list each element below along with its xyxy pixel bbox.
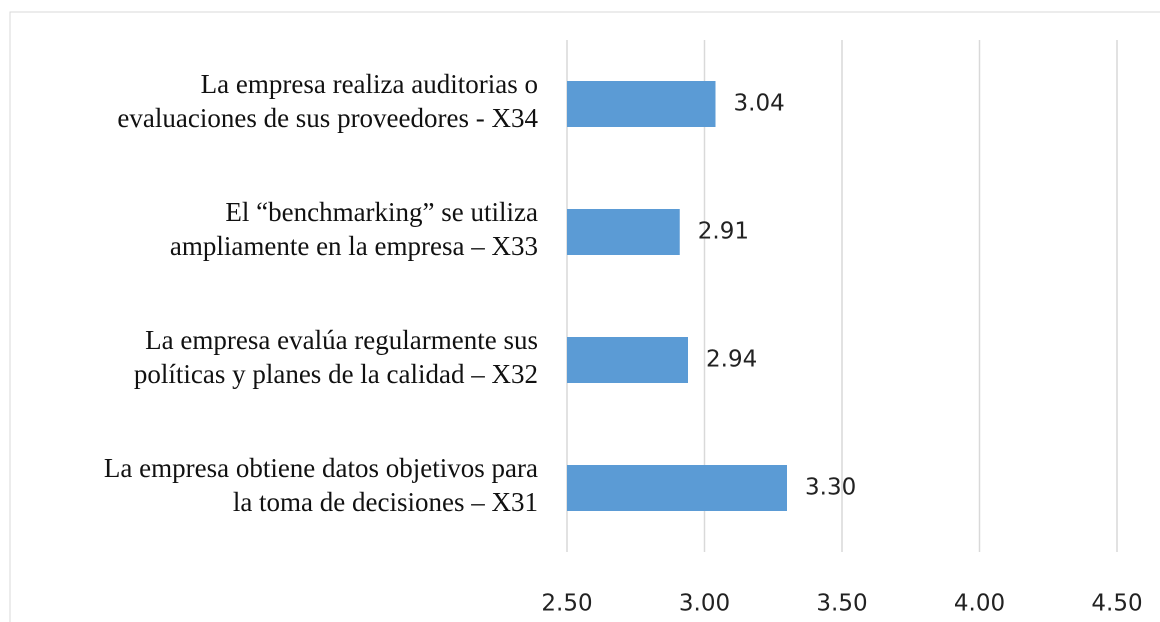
x-tick-label: 2.50 [541,591,592,617]
category-label: La empresa realiza auditorias o [201,69,538,99]
value-label: 2.94 [706,347,757,373]
category-label: ampliamente en la empresa – X33 [170,231,538,261]
category-label: evaluaciones de sus proveedores - X34 [117,103,538,133]
bar [567,81,716,127]
bar [567,337,688,383]
x-tick-label: 3.50 [816,591,867,617]
value-label: 3.04 [734,91,785,117]
value-label: 2.91 [698,219,749,245]
category-label: El “benchmarking” se utiliza [225,197,538,227]
x-tick-label: 3.00 [679,591,730,617]
x-tick-label: 4.50 [1091,591,1142,617]
bar [567,465,787,511]
category-label: La empresa evalúa regularmente sus [145,325,538,355]
category-label: políticas y planes de la calidad – X32 [134,359,538,389]
category-label: La empresa obtiene datos objetivos para [104,453,538,483]
value-label: 3.30 [805,475,856,501]
x-tick-label: 4.00 [954,591,1005,617]
chart-frame [9,11,1160,622]
bar [567,209,680,255]
category-label: la toma de decisiones – X31 [233,487,538,517]
